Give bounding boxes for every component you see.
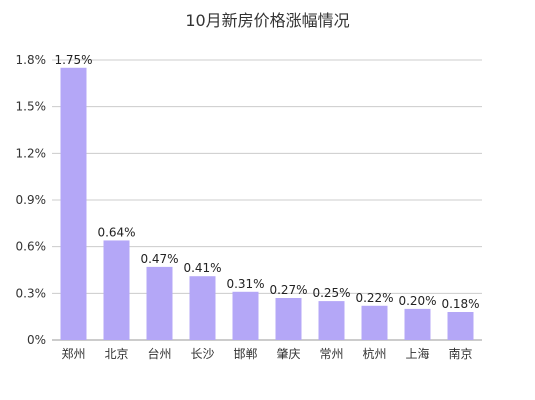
x-tick-label: 上海 (405, 346, 429, 361)
y-tick-label: 1.5% (16, 100, 47, 114)
x-tick-label: 郑州 (61, 346, 85, 361)
x-axis-ticks: 郑州 北京 台州 长沙 邯郸 肇庆 常州 杭州 上海 南京 (61, 346, 472, 361)
bar (404, 308, 431, 340)
data-label: 0.22% (355, 291, 393, 305)
data-labels: 1.75% 0.64% 0.47% 0.41% 0.31% 0.27% 0.25% 0.22%… (54, 53, 479, 311)
y-tick-label: 0% (27, 333, 46, 347)
x-tick-label: 台州 (147, 346, 171, 361)
y-tick-label: 0.9% (16, 193, 47, 207)
data-label: 1.75% (54, 53, 92, 67)
y-tick-label: 0.3% (16, 286, 47, 300)
data-label: 0.31% (226, 277, 264, 291)
bar (146, 266, 173, 340)
x-tick-label: 常州 (319, 347, 343, 361)
data-label: 0.41% (183, 261, 221, 275)
x-tick-label: 北京 (104, 347, 128, 361)
data-label: 0.20% (398, 294, 436, 308)
data-label: 0.18% (441, 297, 479, 311)
data-label: 0.64% (97, 225, 135, 239)
x-tick-label: 南京 (448, 346, 472, 361)
y-tick-label: 1.2% (16, 146, 47, 160)
y-tick-label: 0.6% (16, 240, 47, 254)
bar (447, 312, 474, 340)
chart-title: 10月新房价格涨幅情况 (185, 11, 350, 30)
data-label: 0.27% (269, 283, 307, 297)
bar (103, 240, 130, 340)
x-tick-label: 杭州 (362, 346, 386, 361)
bar (232, 291, 259, 340)
bar (361, 305, 388, 340)
y-tick-label: 1.8% (16, 53, 47, 67)
bars (60, 67, 474, 341)
x-tick-label: 邯郸 (233, 346, 257, 361)
bar (189, 276, 216, 340)
data-label: 0.25% (312, 286, 350, 300)
bar (275, 298, 302, 340)
x-tick-label: 肇庆 (276, 346, 300, 361)
data-label: 0.47% (140, 252, 178, 266)
x-tick-label: 长沙 (190, 347, 214, 361)
bar (318, 301, 345, 340)
y-axis-ticks: 0% 0.3% 0.6% 0.9% 1.2% 1.5% 1.8% (16, 53, 47, 347)
bar (60, 67, 87, 341)
